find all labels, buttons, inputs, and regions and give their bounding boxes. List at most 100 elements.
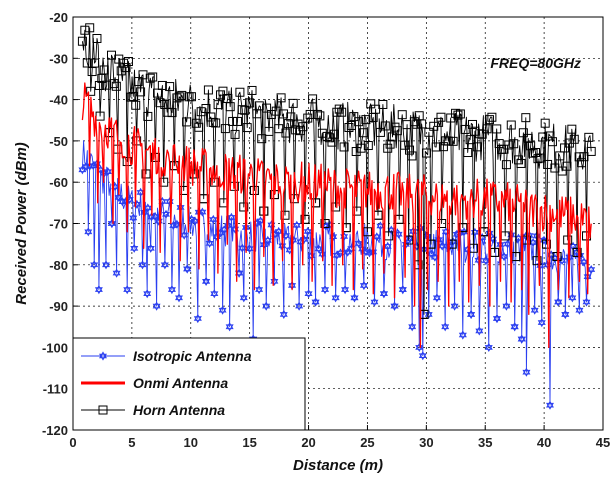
marker-triangle-up [408,322,417,330]
legend-marker [98,405,108,415]
marker-triangle-up [579,257,588,265]
data-point [501,160,511,170]
marker-triangle-up [354,238,363,246]
data-point [582,297,591,307]
marker-triangle-down [423,234,432,241]
marker-triangle-down [467,312,476,320]
marker-triangle-down [94,287,103,295]
marker-triangle-down [398,287,407,295]
marker-triangle-up [274,226,283,234]
data-point [398,284,407,295]
marker-triangle-down [220,227,229,235]
marker-triangle-up [370,297,379,305]
data-point [402,120,412,130]
marker-triangle-up [304,289,313,296]
data-point [143,111,153,121]
data-point [465,135,475,145]
data-point [532,256,542,266]
data-point [424,309,433,320]
data-point [276,93,286,103]
marker-triangle-up [78,165,87,173]
marker-triangle-down [529,240,538,248]
data-point [205,238,214,248]
data-point [563,235,573,245]
marker-triangle-up [99,351,107,359]
data-point [165,82,175,92]
marker-triangle-down [502,303,511,311]
marker-triangle-up [295,301,304,309]
marker-triangle-down [274,229,283,237]
data-point [557,166,567,176]
data-point [421,148,431,158]
marker-triangle-down [460,229,468,237]
data-point [379,289,388,299]
data-point [271,106,281,116]
marker-triangle-up [390,301,399,309]
data-point [274,226,283,237]
marker-triangle-down [255,287,264,295]
marker-triangle-up [202,276,211,284]
marker-triangle-down [383,244,392,252]
marker-triangle-up [138,260,147,268]
data-point [257,134,267,144]
data-point [537,318,546,328]
data-point [264,126,274,136]
data-point [148,72,158,82]
data-point [85,23,95,33]
data-point [392,126,402,136]
data-point [295,301,304,311]
data-point [443,136,453,146]
data-point [538,132,548,142]
data-point [514,233,523,243]
marker-triangle-down [256,218,265,226]
marker-triangle-down [304,291,313,299]
marker-triangle-up [449,236,458,244]
marker-triangle-down [432,295,441,303]
data-point [131,100,141,110]
data-point [518,128,528,138]
marker-triangle-down [239,295,248,303]
y-tick-label: -90 [49,299,68,314]
marker-triangle-up [94,284,103,292]
marker-triangle-down [376,223,385,231]
data-point [432,293,441,303]
data-point [263,235,272,246]
data-point [218,305,227,315]
data-point [405,145,415,155]
data-point [394,229,403,239]
marker-triangle-up [102,260,110,268]
marker-triangle-up [256,216,265,224]
data-point [560,143,570,153]
data-point [337,107,347,117]
x-tick-label: 10 [184,435,198,450]
data-point [530,305,539,315]
data-point [436,112,446,122]
data-point [109,79,119,89]
x-tick-label: 15 [242,435,256,450]
data-point [380,121,390,131]
marker-triangle-up [359,280,368,288]
data-point [123,284,132,295]
data-point [517,334,526,344]
marker-triangle-down [96,167,105,175]
data-point [220,124,230,134]
data-point [506,120,516,130]
data-point [211,118,221,128]
data-point [208,117,218,127]
data-point [361,115,371,125]
data-point [167,285,176,295]
data-point [160,260,169,270]
data-point [523,133,533,143]
data-point [90,58,100,68]
data-point [281,231,290,241]
data-point [458,330,467,340]
marker-triangle-down [530,307,539,315]
data-point [121,63,131,73]
marker-triangle-up [398,284,407,292]
data-point [477,129,487,139]
marker-triangle-down [517,336,526,344]
marker-triangle-up [175,293,183,301]
marker-triangle-down [587,267,596,275]
marker-triangle-down [568,295,577,303]
marker-triangle-down [321,287,330,295]
